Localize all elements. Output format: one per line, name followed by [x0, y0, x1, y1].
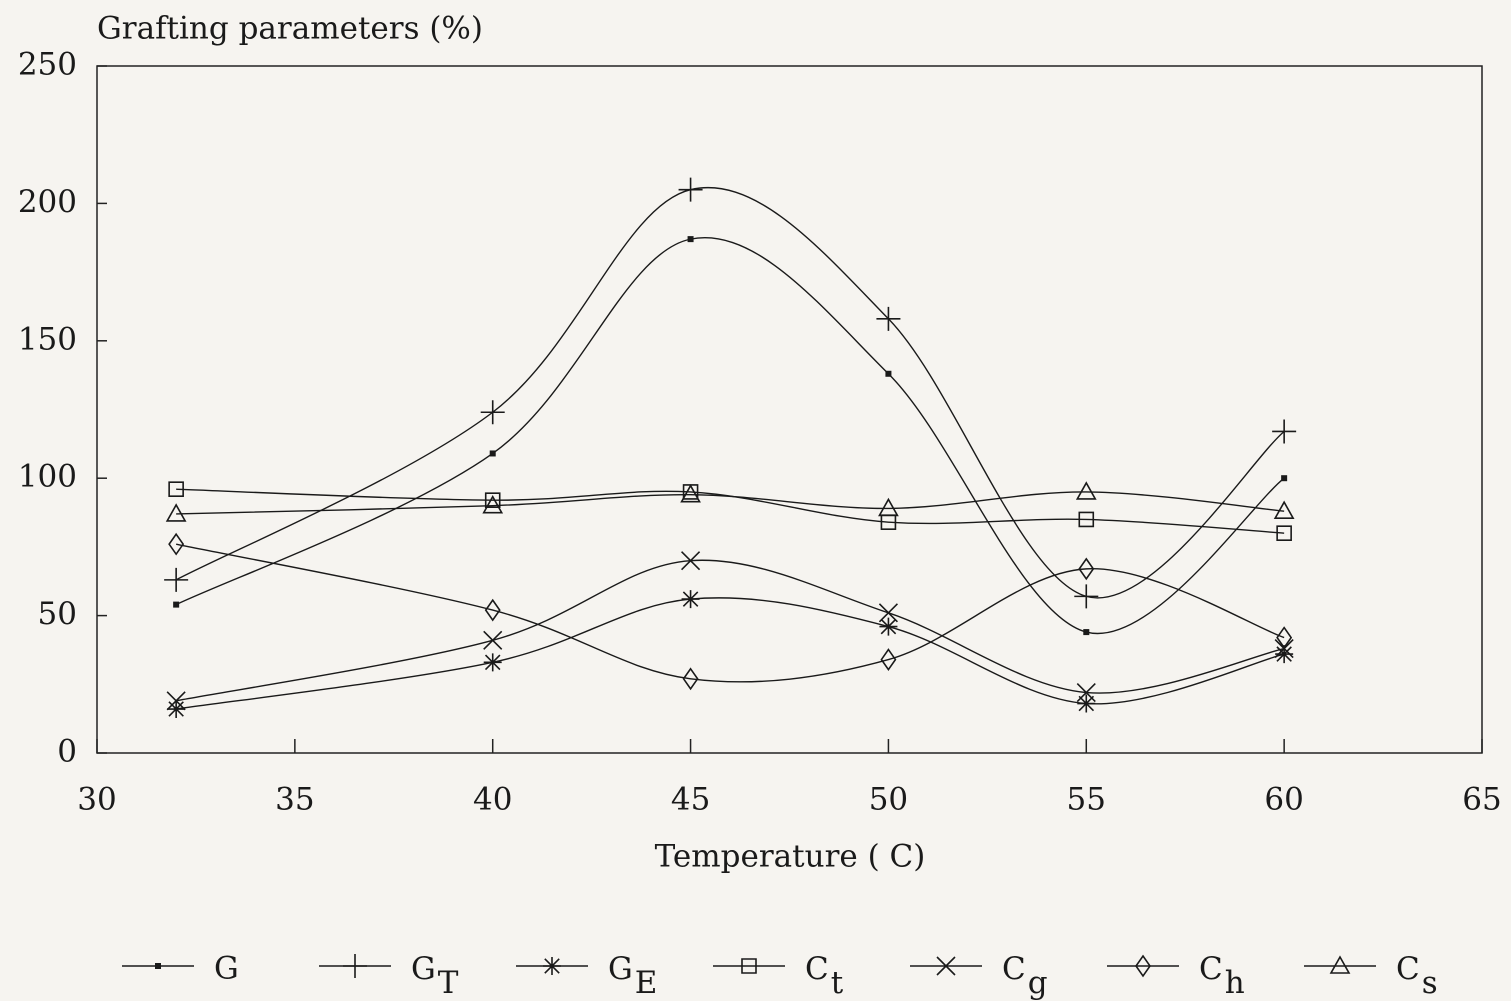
marker — [879, 618, 897, 636]
marker — [173, 602, 179, 608]
legend-label: Ch — [1199, 951, 1245, 1001]
marker — [490, 450, 496, 456]
fit-curve — [176, 489, 1284, 533]
marker — [1083, 629, 1089, 635]
marker — [682, 590, 700, 608]
x-tick-label: 35 — [275, 782, 314, 818]
marker — [164, 568, 188, 592]
marker — [343, 954, 367, 978]
plot-frame — [97, 66, 1482, 753]
x-tick-label: 60 — [1264, 782, 1303, 818]
y-tick-label: 100 — [18, 459, 77, 495]
marker — [1077, 483, 1095, 499]
x-axis-title: Temperature ( C) — [655, 839, 926, 875]
marker — [481, 400, 505, 424]
x-tick-label: 55 — [1067, 782, 1106, 818]
y-axis-title: Grafting parameters (%) — [97, 11, 483, 47]
y-tick-label: 150 — [18, 321, 77, 357]
marker — [688, 236, 694, 242]
x-tick-label: 40 — [473, 782, 512, 818]
x-tick-label: 45 — [671, 782, 710, 818]
y-tick-label: 200 — [18, 184, 77, 220]
legend-label: G — [214, 951, 239, 987]
x-tick-label: 65 — [1462, 782, 1501, 818]
marker — [885, 371, 891, 377]
marker — [155, 963, 161, 969]
fit-curve — [176, 188, 1284, 598]
y-tick-label: 0 — [57, 734, 77, 770]
marker — [167, 700, 185, 718]
x-tick-label: 50 — [869, 782, 908, 818]
legend-label: GT — [411, 951, 459, 1001]
marker — [1331, 957, 1349, 973]
legend-label: Cs — [1396, 951, 1438, 1001]
marker — [484, 653, 502, 671]
marker — [1074, 584, 1098, 608]
legend-label: GE — [608, 951, 657, 1001]
y-tick-label: 50 — [38, 596, 77, 632]
marker — [1077, 695, 1095, 713]
marker — [167, 505, 185, 521]
marker — [1281, 475, 1287, 481]
chart: Grafting parameters (%) Temperature ( C)… — [0, 0, 1511, 1001]
y-tick-label: 250 — [18, 47, 77, 83]
marker — [543, 957, 561, 975]
marker — [879, 499, 897, 515]
fit-curve — [176, 544, 1284, 682]
fit-curve — [176, 492, 1284, 514]
legend-label: Cg — [1002, 951, 1048, 1001]
x-tick-label: 30 — [77, 782, 116, 818]
marker — [679, 178, 703, 202]
legend-label: Ct — [805, 951, 844, 1001]
fit-curve — [176, 238, 1284, 634]
marker — [484, 631, 502, 649]
